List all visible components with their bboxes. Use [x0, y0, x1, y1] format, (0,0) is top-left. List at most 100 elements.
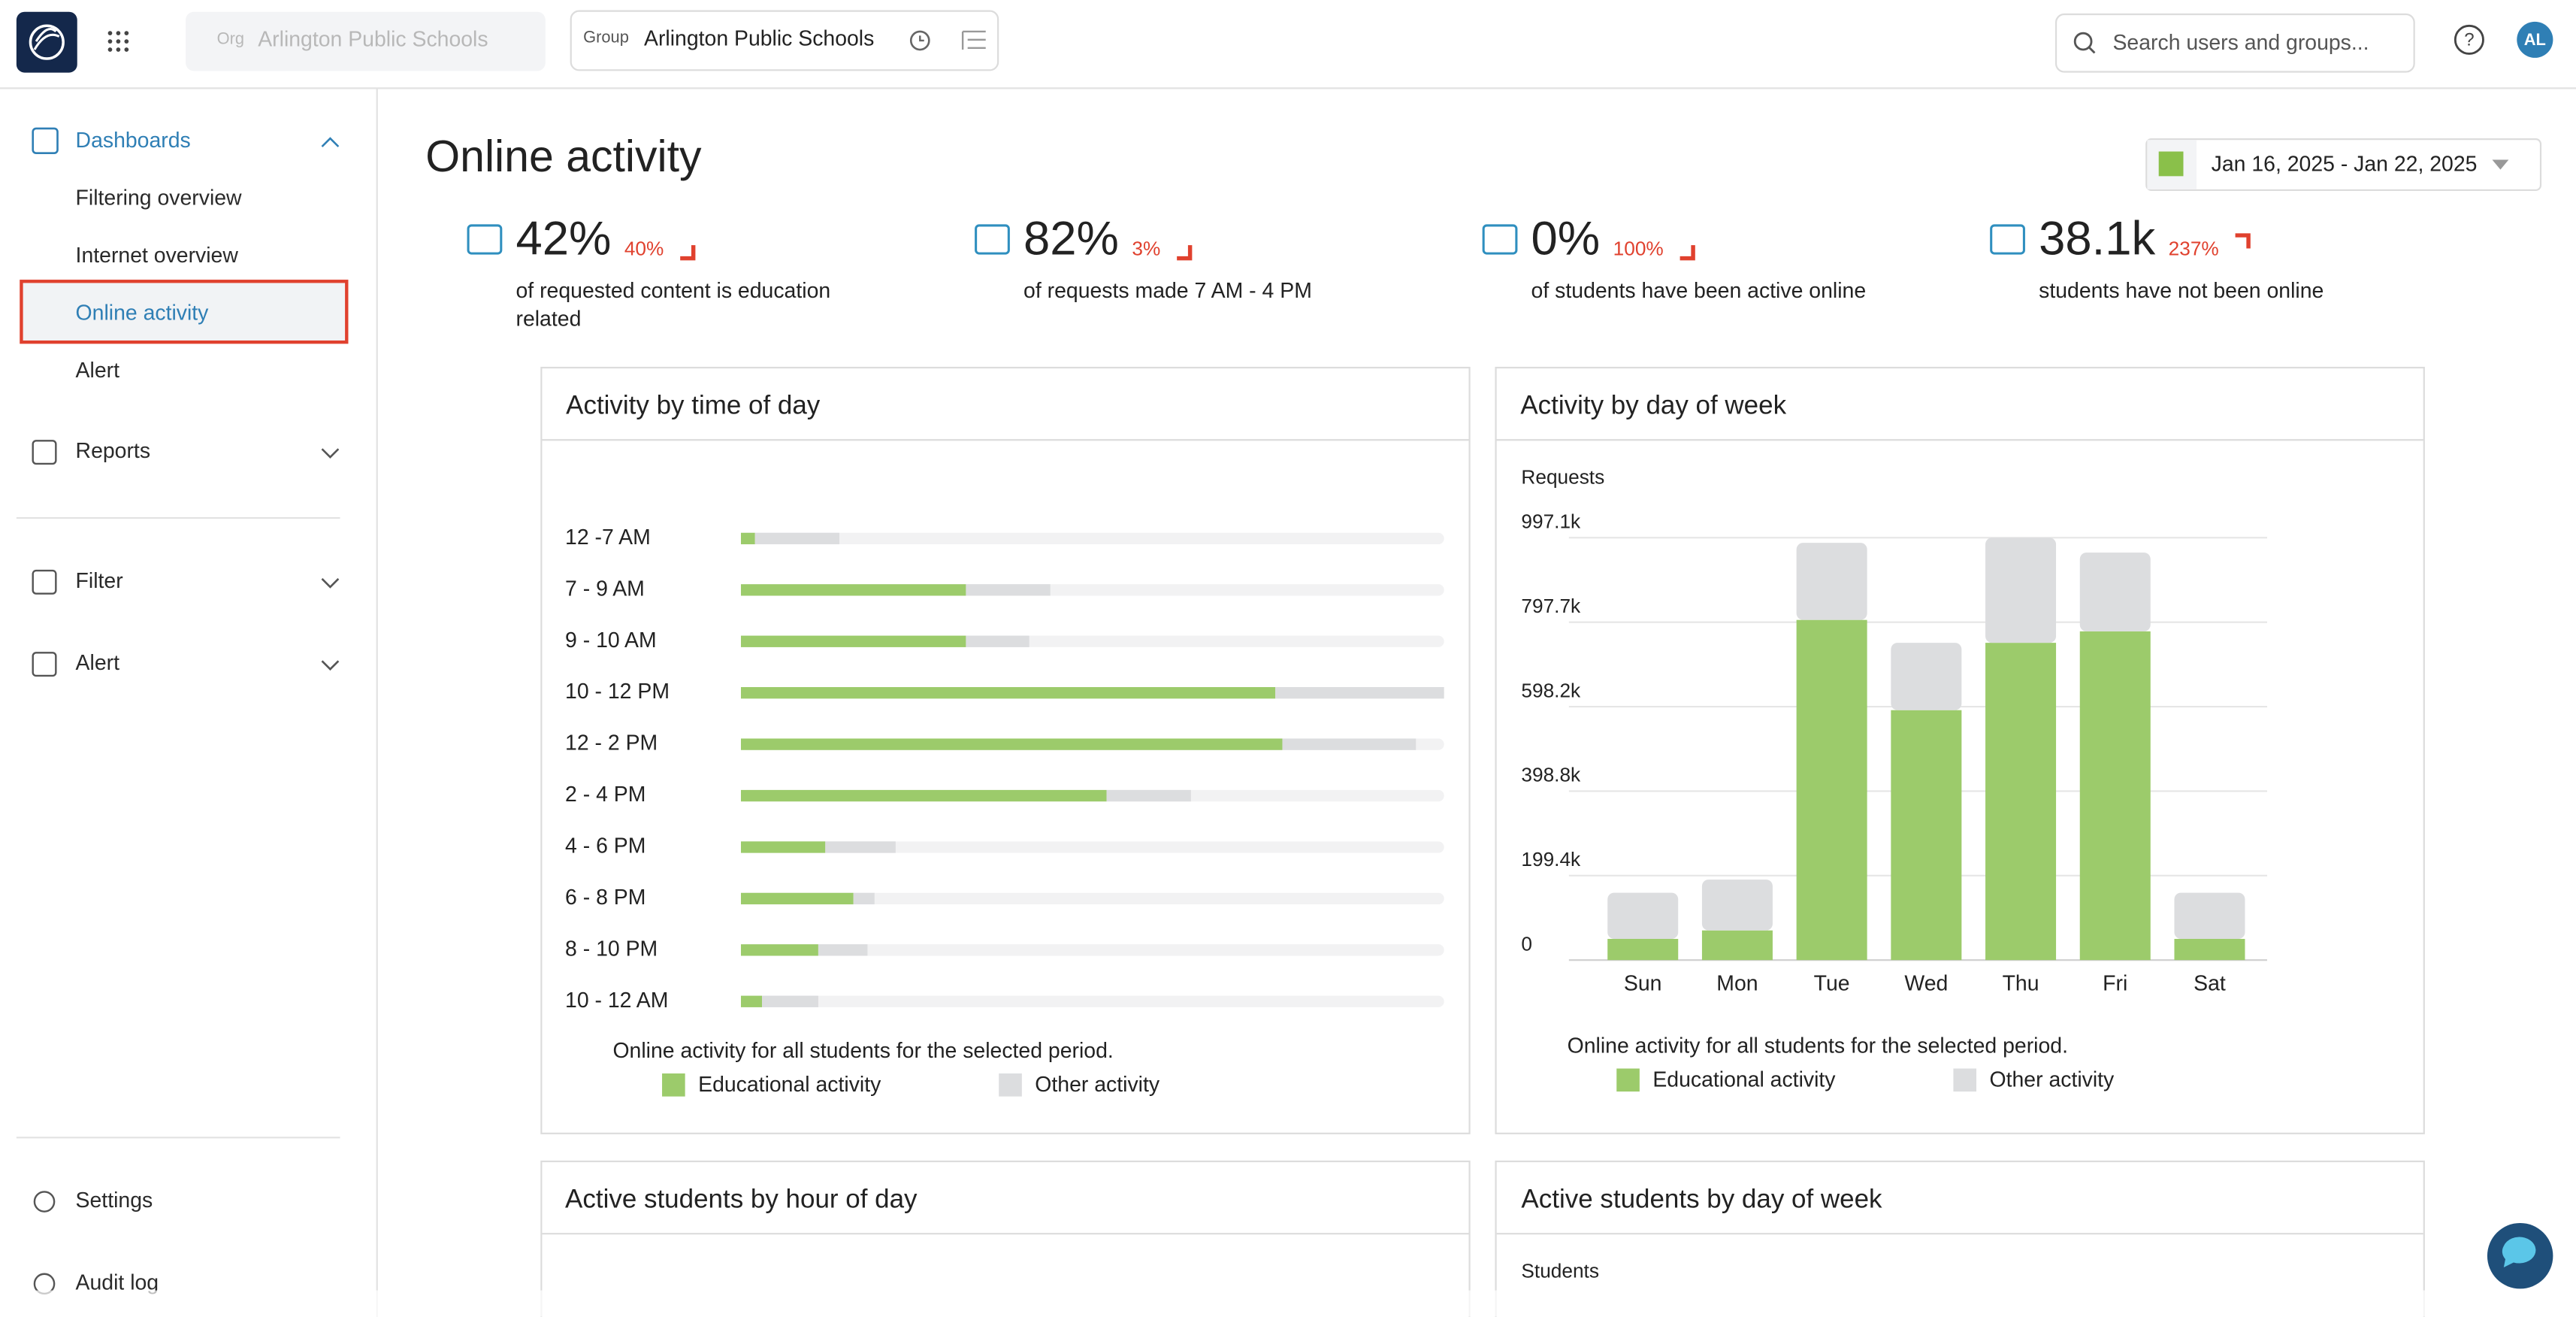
kpi-trend-arrow — [1177, 245, 1193, 261]
help-icon[interactable] — [2454, 24, 2484, 55]
category-label: 8 - 10 PM — [565, 937, 658, 961]
date-range: Jan 16, 2025 - Jan 22, 2025 — [2212, 153, 2478, 177]
bar-segment — [740, 738, 1283, 750]
help-mark: ? — [2464, 29, 2474, 50]
y-tick-label: 199.4k — [1521, 848, 1581, 870]
sidebar-link[interactable]: Filtering overview — [76, 186, 242, 210]
group-select[interactable] — [570, 10, 999, 71]
kpi-icon — [467, 224, 503, 255]
chart-caption: Online activity for all students for the… — [612, 1039, 1113, 1063]
category-label: 10 - 12 AM — [565, 989, 668, 1013]
sidebar-link[interactable]: Internet overview — [76, 244, 239, 268]
tree-icon[interactable] — [961, 30, 986, 50]
bar-segment — [762, 995, 818, 1007]
menu-icon — [32, 569, 57, 595]
bar-segment — [825, 841, 896, 853]
chat-icon — [2502, 1237, 2536, 1267]
legend-swatch — [1616, 1068, 1640, 1092]
sidebar-menu[interactable]: Alert — [76, 651, 120, 675]
org-select[interactable] — [186, 11, 546, 71]
bar-track — [740, 892, 1444, 905]
sidebar-link[interactable]: Online activity — [76, 301, 210, 325]
kpi-icon — [975, 224, 1010, 255]
sidebar-menu[interactable]: Reports — [76, 439, 150, 463]
bar-segment — [1985, 643, 2057, 961]
org-value: Arlington Public Schools — [258, 27, 488, 51]
x-tick-label: Sat — [2194, 971, 2226, 995]
bar-segment — [740, 944, 818, 956]
bar-segment — [740, 687, 1276, 699]
sidebar-footer-link[interactable]: Settings — [76, 1188, 153, 1213]
kpi-change: 40% — [624, 238, 664, 260]
footer-icon — [33, 1191, 56, 1213]
bar-segment — [2174, 892, 2245, 939]
kpi-description: of requests made 7 AM - 4 PM — [1023, 277, 1312, 303]
kpi-value: 38.1k — [2039, 213, 2155, 265]
category-label: 2 - 4 PM — [565, 783, 646, 807]
apps-icon[interactable] — [107, 31, 129, 52]
legend-label: Other activity — [1990, 1067, 2115, 1091]
bar-segment — [2079, 631, 2151, 961]
x-tick-label: Tue — [1814, 971, 1850, 995]
kpi-value: 0% — [1531, 213, 1601, 265]
kpi-description: of students have been active online — [1531, 277, 1867, 303]
bar-segment — [740, 789, 1107, 802]
legend-swatch — [1953, 1068, 1977, 1092]
kpi-description-box: of requested content is education relate… — [516, 277, 831, 331]
expand-chevron[interactable] — [321, 578, 340, 589]
sidebar-link[interactable]: Alert — [76, 359, 120, 383]
kpi-icon — [1990, 224, 2025, 255]
kpi-value: 42% — [516, 213, 611, 265]
bar-segment — [740, 584, 966, 596]
avatar-initials: AL — [2524, 30, 2546, 49]
kpi-description: students have not been online — [2039, 277, 2324, 303]
search-placeholder: Search users and groups... — [2112, 31, 2369, 55]
org-label: Org — [217, 29, 244, 48]
bar-segment — [1701, 930, 1773, 961]
legend-swatch — [662, 1073, 685, 1097]
history-icon[interactable] — [909, 30, 930, 51]
bar-segment — [1985, 537, 2057, 643]
y-tick-label: 398.8k — [1521, 764, 1581, 786]
y-tick-label: 0 — [1521, 932, 1532, 955]
logo[interactable] — [16, 11, 77, 73]
bar-track — [740, 841, 1444, 853]
calendar-icon — [2158, 151, 2184, 177]
bar-segment — [966, 635, 1029, 647]
expand-chevron[interactable] — [321, 448, 340, 459]
chart-panel — [540, 366, 1471, 1134]
kpi-value: 82% — [1023, 213, 1119, 265]
chart-title: Activity by time of day — [566, 391, 821, 420]
expand-chevron[interactable] — [321, 660, 340, 671]
category-label: 6 - 8 PM — [565, 886, 646, 910]
date-picker[interactable] — [2145, 138, 2542, 192]
y-tick-label: 797.7k — [1521, 595, 1581, 617]
kpi-change: 237% — [2169, 238, 2219, 260]
category-label: 12 -7 AM — [565, 525, 651, 550]
kpi-icon — [1482, 224, 1518, 255]
x-tick-label: Mon — [1716, 971, 1758, 995]
kpi-description-box: of requests made 7 AM - 4 PM — [1023, 277, 1312, 303]
logo-mark — [29, 24, 65, 60]
bar-segment — [1607, 892, 1679, 939]
collapse-chevron[interactable] — [321, 137, 340, 147]
x-tick-label: Sun — [1624, 971, 1662, 995]
legend-label: Educational activity — [698, 1073, 881, 1097]
bar-track — [740, 944, 1444, 956]
bar-segment — [966, 584, 1051, 596]
search-box[interactable] — [2054, 13, 2415, 73]
avatar[interactable] — [2517, 21, 2553, 58]
bar-segment — [740, 892, 854, 905]
dropdown-arrow[interactable] — [2492, 159, 2509, 170]
category-label: 7 - 9 AM — [565, 577, 645, 601]
fade — [0, 1290, 2576, 1317]
kpi-description: of requested content is education relate… — [516, 277, 831, 331]
group-value: Arlington Public Schools — [644, 26, 874, 50]
dashboards-heading[interactable]: Dashboards — [76, 129, 191, 153]
kpi-change: 3% — [1132, 238, 1160, 260]
category-label: 10 - 12 PM — [565, 680, 670, 704]
sidebar-menu[interactable]: Filter — [76, 569, 123, 593]
bar-segment — [740, 532, 755, 545]
bar-segment — [1891, 710, 1962, 961]
kpi-description-box: of students have been active online — [1531, 277, 1867, 303]
